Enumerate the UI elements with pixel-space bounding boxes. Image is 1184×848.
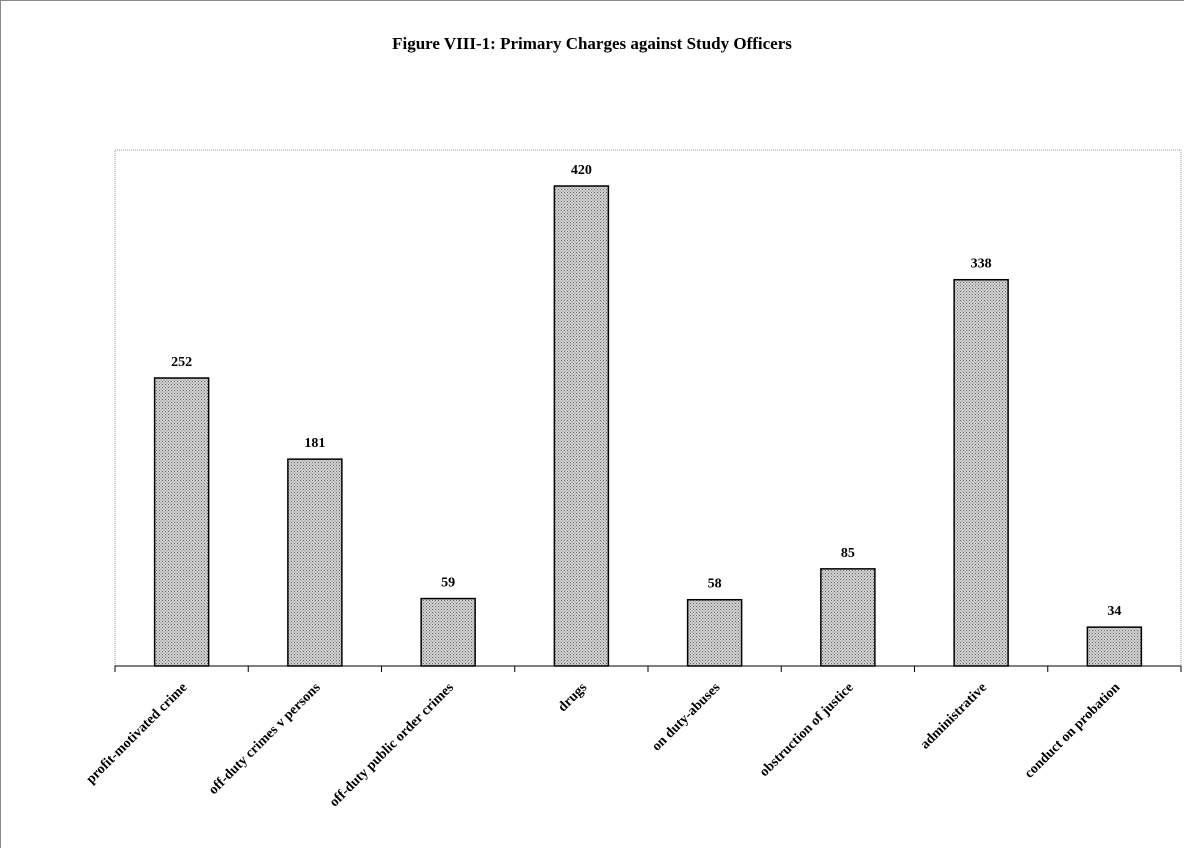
category-label-0: profit-motivated crime (84, 680, 191, 787)
category-label-4: on duty-abuses (649, 680, 724, 755)
bar-5 (820, 568, 876, 667)
bar-2 (420, 597, 476, 667)
data-label-3: 420 (571, 163, 592, 178)
bar-3 (553, 185, 610, 667)
bar-6 (953, 278, 1009, 667)
category-labels-layer: profit-motivated crime off-duty crimes v … (84, 680, 1124, 810)
category-label-5: obstruction of justice (757, 680, 857, 780)
chart-title: Figure VIII-1: Primary Charges against S… (392, 34, 792, 53)
data-label-4: 58 (708, 577, 722, 592)
bar-7 (1086, 626, 1143, 667)
category-label-2: off-duty public order crimes (327, 680, 457, 810)
bar-4 (686, 598, 743, 667)
data-label-5: 85 (841, 546, 855, 561)
bars-layer (153, 185, 1143, 667)
data-label-1: 181 (304, 436, 325, 451)
plot-area (114, 149, 1182, 667)
bar-1 (287, 458, 343, 667)
data-label-0: 252 (171, 355, 192, 370)
data-label-6: 338 (971, 257, 992, 272)
data-label-2: 59 (441, 576, 455, 591)
category-label-3: drugs (555, 680, 590, 715)
data-labels-layer: 252 181 59 420 58 85 338 34 (171, 163, 1121, 619)
category-label-6: administrative (918, 680, 990, 752)
x-ticks-layer (114, 666, 1182, 672)
category-label-7: conduct on probation (1022, 680, 1123, 781)
bar-0 (153, 377, 210, 667)
category-label-1: off-duty crimes v persons (206, 680, 324, 798)
data-label-7: 34 (1107, 604, 1121, 619)
